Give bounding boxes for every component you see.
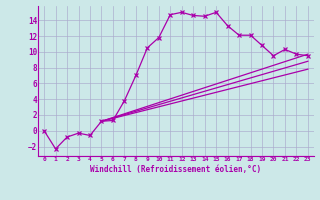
X-axis label: Windchill (Refroidissement éolien,°C): Windchill (Refroidissement éolien,°C) bbox=[91, 165, 261, 174]
